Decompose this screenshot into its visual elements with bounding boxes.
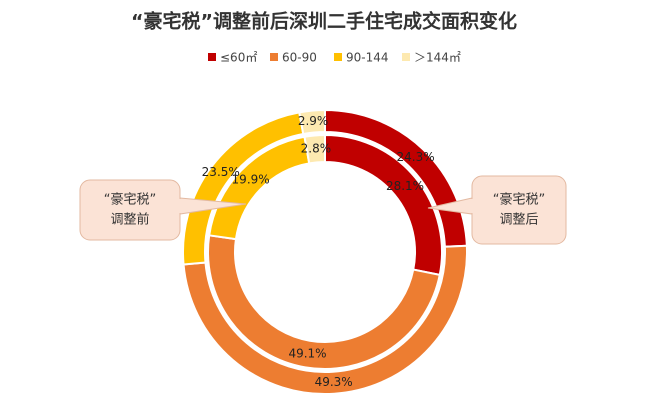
ring-segment <box>207 234 441 370</box>
callout-text: 调整前 <box>110 212 149 228</box>
data-label: 2.9% <box>298 114 329 128</box>
data-label: 49.3% <box>315 375 353 389</box>
rings <box>182 108 468 395</box>
callout-text: 调整后 <box>499 213 538 228</box>
legend-swatch <box>334 53 342 61</box>
callout-box <box>79 179 181 241</box>
overlay: 24.3% 49.3% 23.5% 2.9% 28.1% 49.1% 19.9% 2.8% “豪… <box>79 114 567 389</box>
data-label: 2.8% <box>301 141 332 155</box>
legend-label: 90-144 <box>346 51 389 65</box>
ring-segment <box>298 108 326 136</box>
data-label: 49.1% <box>288 347 326 361</box>
callout-text: “豪宅税” <box>104 192 156 208</box>
callout-text: “豪宅税” <box>493 192 545 208</box>
callout-box <box>471 175 567 245</box>
legend-label: 60-90 <box>282 51 317 65</box>
legend-swatch <box>208 53 216 61</box>
legend-label: ≤60㎡ <box>220 51 257 65</box>
chart-title: “豪宅税”调整前后深圳二手住宅成交面积变化 <box>131 10 517 33</box>
legend-swatch <box>402 53 410 61</box>
data-label: 24.3% <box>397 150 435 164</box>
data-label: 19.9% <box>232 173 270 187</box>
legend-label: ＞144㎡ <box>414 51 461 65</box>
legend-swatch <box>270 53 278 61</box>
data-label: 28.1% <box>386 179 424 193</box>
ring-segment <box>303 133 326 165</box>
data-label: 23.5% <box>202 165 240 179</box>
